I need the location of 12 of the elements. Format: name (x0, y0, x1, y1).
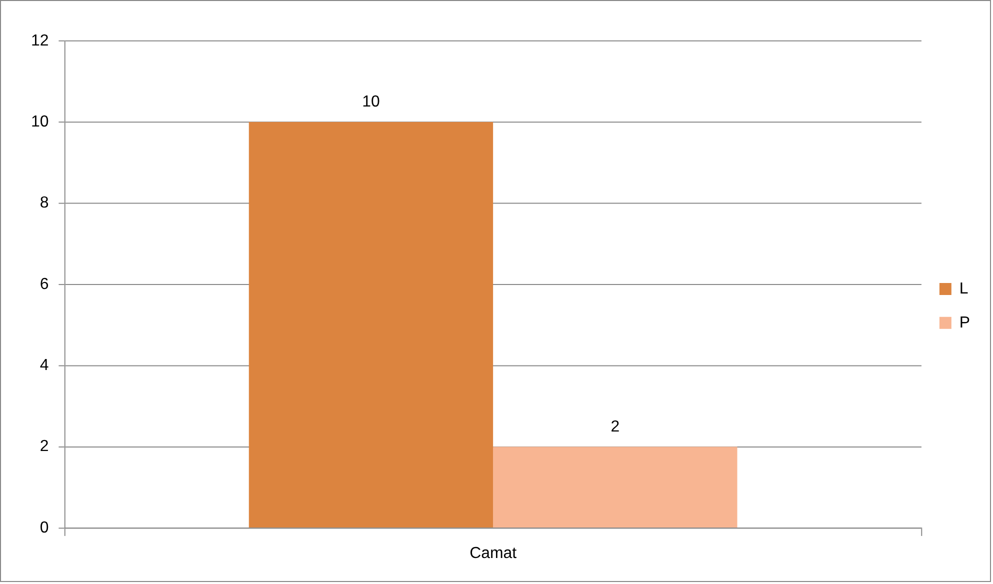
y-tick-label: 4 (40, 357, 49, 374)
y-tick-label: 2 (40, 438, 49, 456)
legend-label: L (959, 280, 968, 298)
y-tick-label: 10 (30, 113, 49, 130)
y-tick-label: 6 (40, 276, 49, 293)
data-label: 2 (610, 418, 620, 436)
y-tick-label: 12 (30, 32, 49, 50)
x-tick-label: Camat (470, 544, 518, 562)
y-tick-label: 0 (40, 519, 49, 536)
legend-label: P (959, 314, 970, 332)
y-tick-label: 8 (40, 194, 49, 212)
data-label: 10 (362, 94, 380, 111)
